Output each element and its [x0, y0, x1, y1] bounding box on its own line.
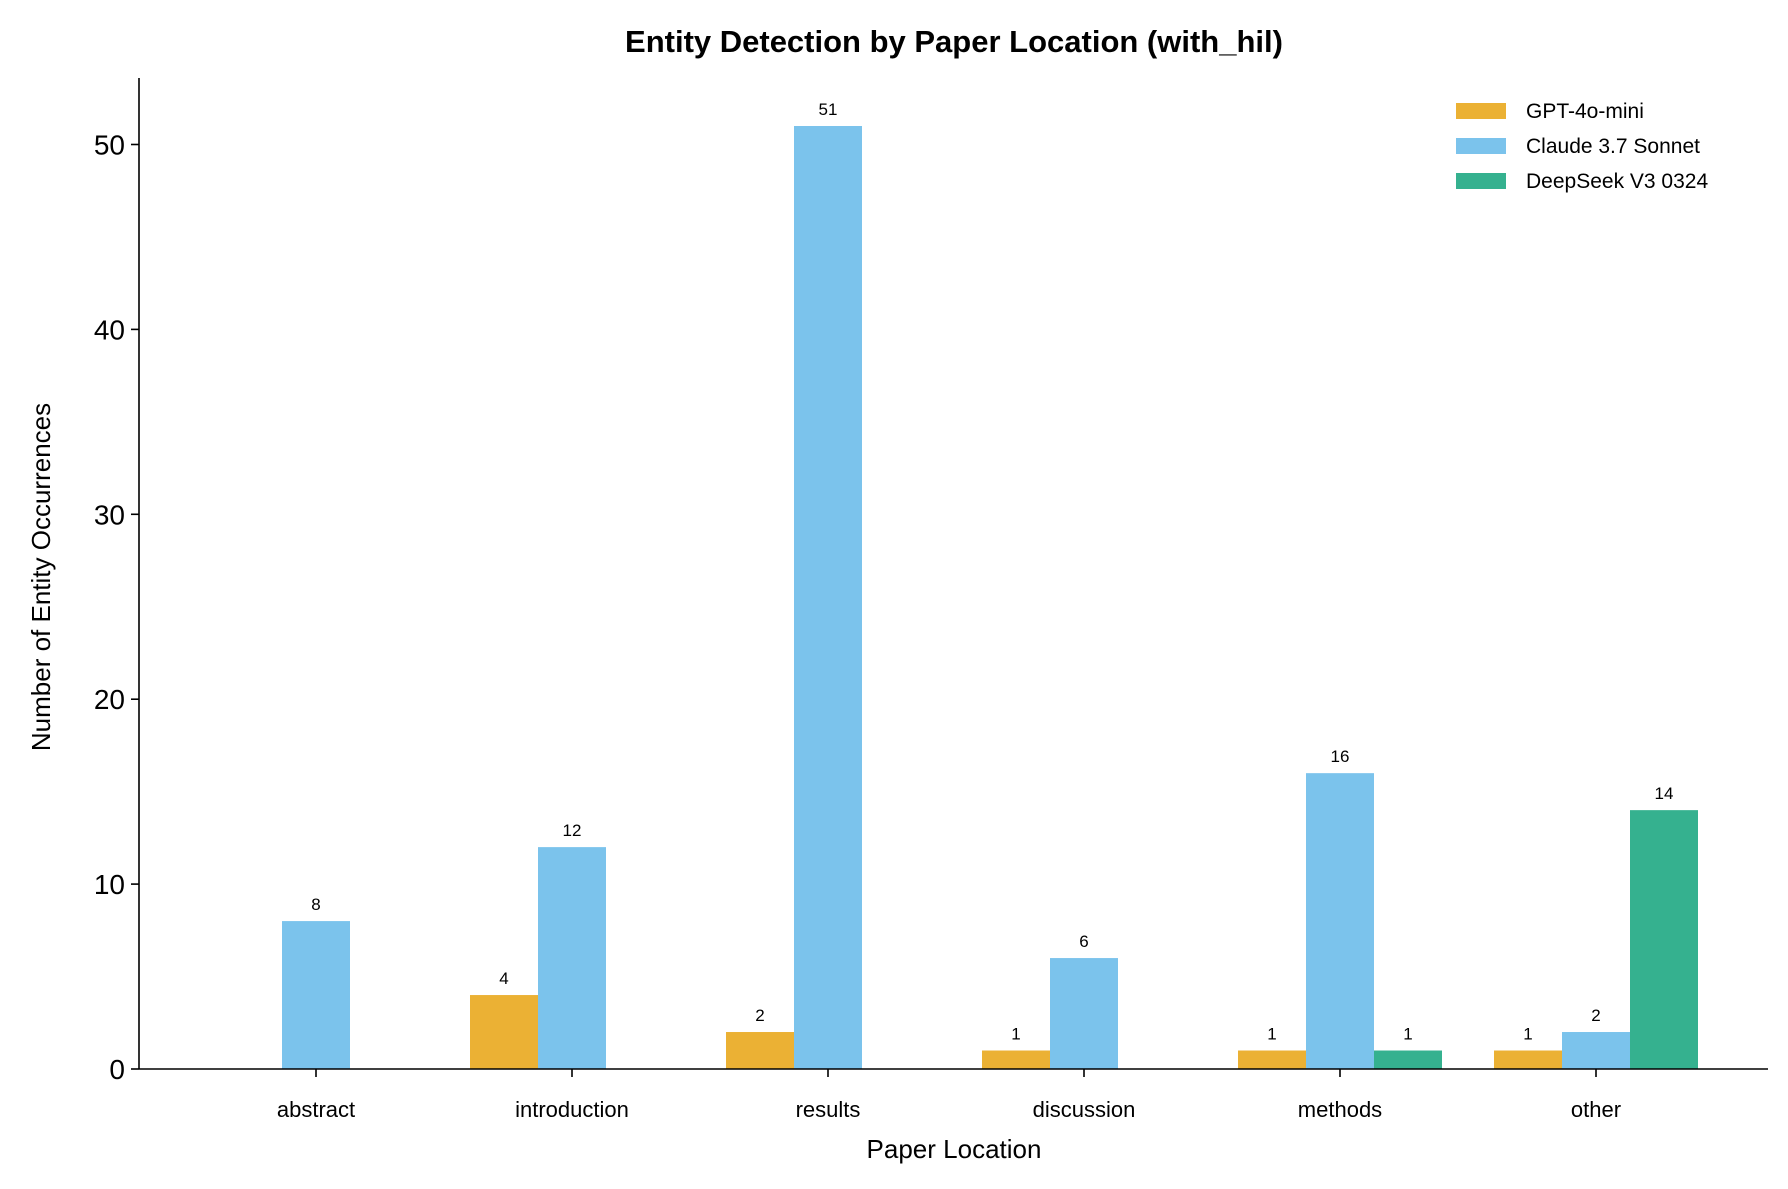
legend: GPT-4o-mini Claude 3.7 Sonnet DeepSeek V3 …: [1456, 100, 1708, 193]
bar-value-label: 16: [1331, 747, 1350, 766]
chart-title: Entity Detection by Paper Location (with…: [625, 24, 1283, 59]
x-tick-label: discussion: [1033, 1097, 1136, 1122]
bar-results-series-0: [726, 1032, 794, 1069]
legend-swatch: [1456, 173, 1506, 189]
legend-label: DeepSeek V3 0324: [1526, 170, 1708, 193]
bars-group: [282, 126, 1698, 1069]
axes-group: [138, 78, 1768, 1070]
bar-introduction-series-1: [538, 847, 606, 1069]
bar-abstract-series-1: [282, 921, 350, 1069]
y-tick-label: 50: [94, 129, 125, 160]
x-tick-label: other: [1571, 1097, 1621, 1122]
legend-swatch: [1456, 103, 1506, 119]
y-tick-label: 20: [94, 684, 125, 715]
bar-value-label: 1: [1403, 1025, 1412, 1044]
y-tick-label: 10: [94, 869, 125, 900]
y-axis-label: Number of Entity Occurrences: [26, 403, 56, 751]
bar-value-label: 12: [563, 821, 582, 840]
bar-labels-group: 4 2 1 1 1 8 12 51 6 16 2 1 14: [311, 100, 1673, 1044]
y-tick-label: 0: [109, 1054, 125, 1085]
x-ticks-group: abstract introduction results discussion met…: [277, 1069, 1621, 1122]
y-tick-label: 30: [94, 499, 125, 530]
bar-discussion-series-0: [982, 1050, 1050, 1069]
bar-value-label: 4: [499, 969, 508, 988]
x-tick-label: abstract: [277, 1097, 355, 1122]
x-tick-label: results: [796, 1097, 861, 1122]
bar-value-label: 2: [1591, 1006, 1600, 1025]
bar-introduction-series-0: [470, 995, 538, 1069]
bar-value-label: 2: [755, 1006, 764, 1025]
x-tick-label: methods: [1298, 1097, 1382, 1122]
bar-value-label: 6: [1079, 932, 1088, 951]
bar-value-label: 51: [819, 100, 838, 119]
bar-discussion-series-1: [1050, 958, 1118, 1069]
bar-value-label: 1: [1267, 1025, 1276, 1044]
bar-value-label: 8: [311, 895, 320, 914]
bar-value-label: 1: [1011, 1025, 1020, 1044]
x-tick-label: introduction: [515, 1097, 629, 1122]
bar-other-series-2: [1630, 810, 1698, 1069]
bar-results-series-1: [794, 126, 862, 1069]
x-axis-label: Paper Location: [867, 1134, 1042, 1164]
bar-methods-series-2: [1374, 1050, 1442, 1069]
bar-value-label: 14: [1655, 784, 1674, 803]
y-ticks-group: 0 10 20 30 40 50: [94, 129, 139, 1085]
y-tick-label: 40: [94, 314, 125, 345]
bar-other-series-1: [1562, 1032, 1630, 1069]
bar-methods-series-0: [1238, 1050, 1306, 1069]
legend-swatch: [1456, 138, 1506, 154]
bar-methods-series-1: [1306, 773, 1374, 1069]
legend-label: GPT-4o-mini: [1526, 100, 1644, 123]
legend-label: Claude 3.7 Sonnet: [1526, 135, 1700, 158]
bar-value-label: 1: [1523, 1025, 1532, 1044]
bar-other-series-0: [1494, 1050, 1562, 1069]
